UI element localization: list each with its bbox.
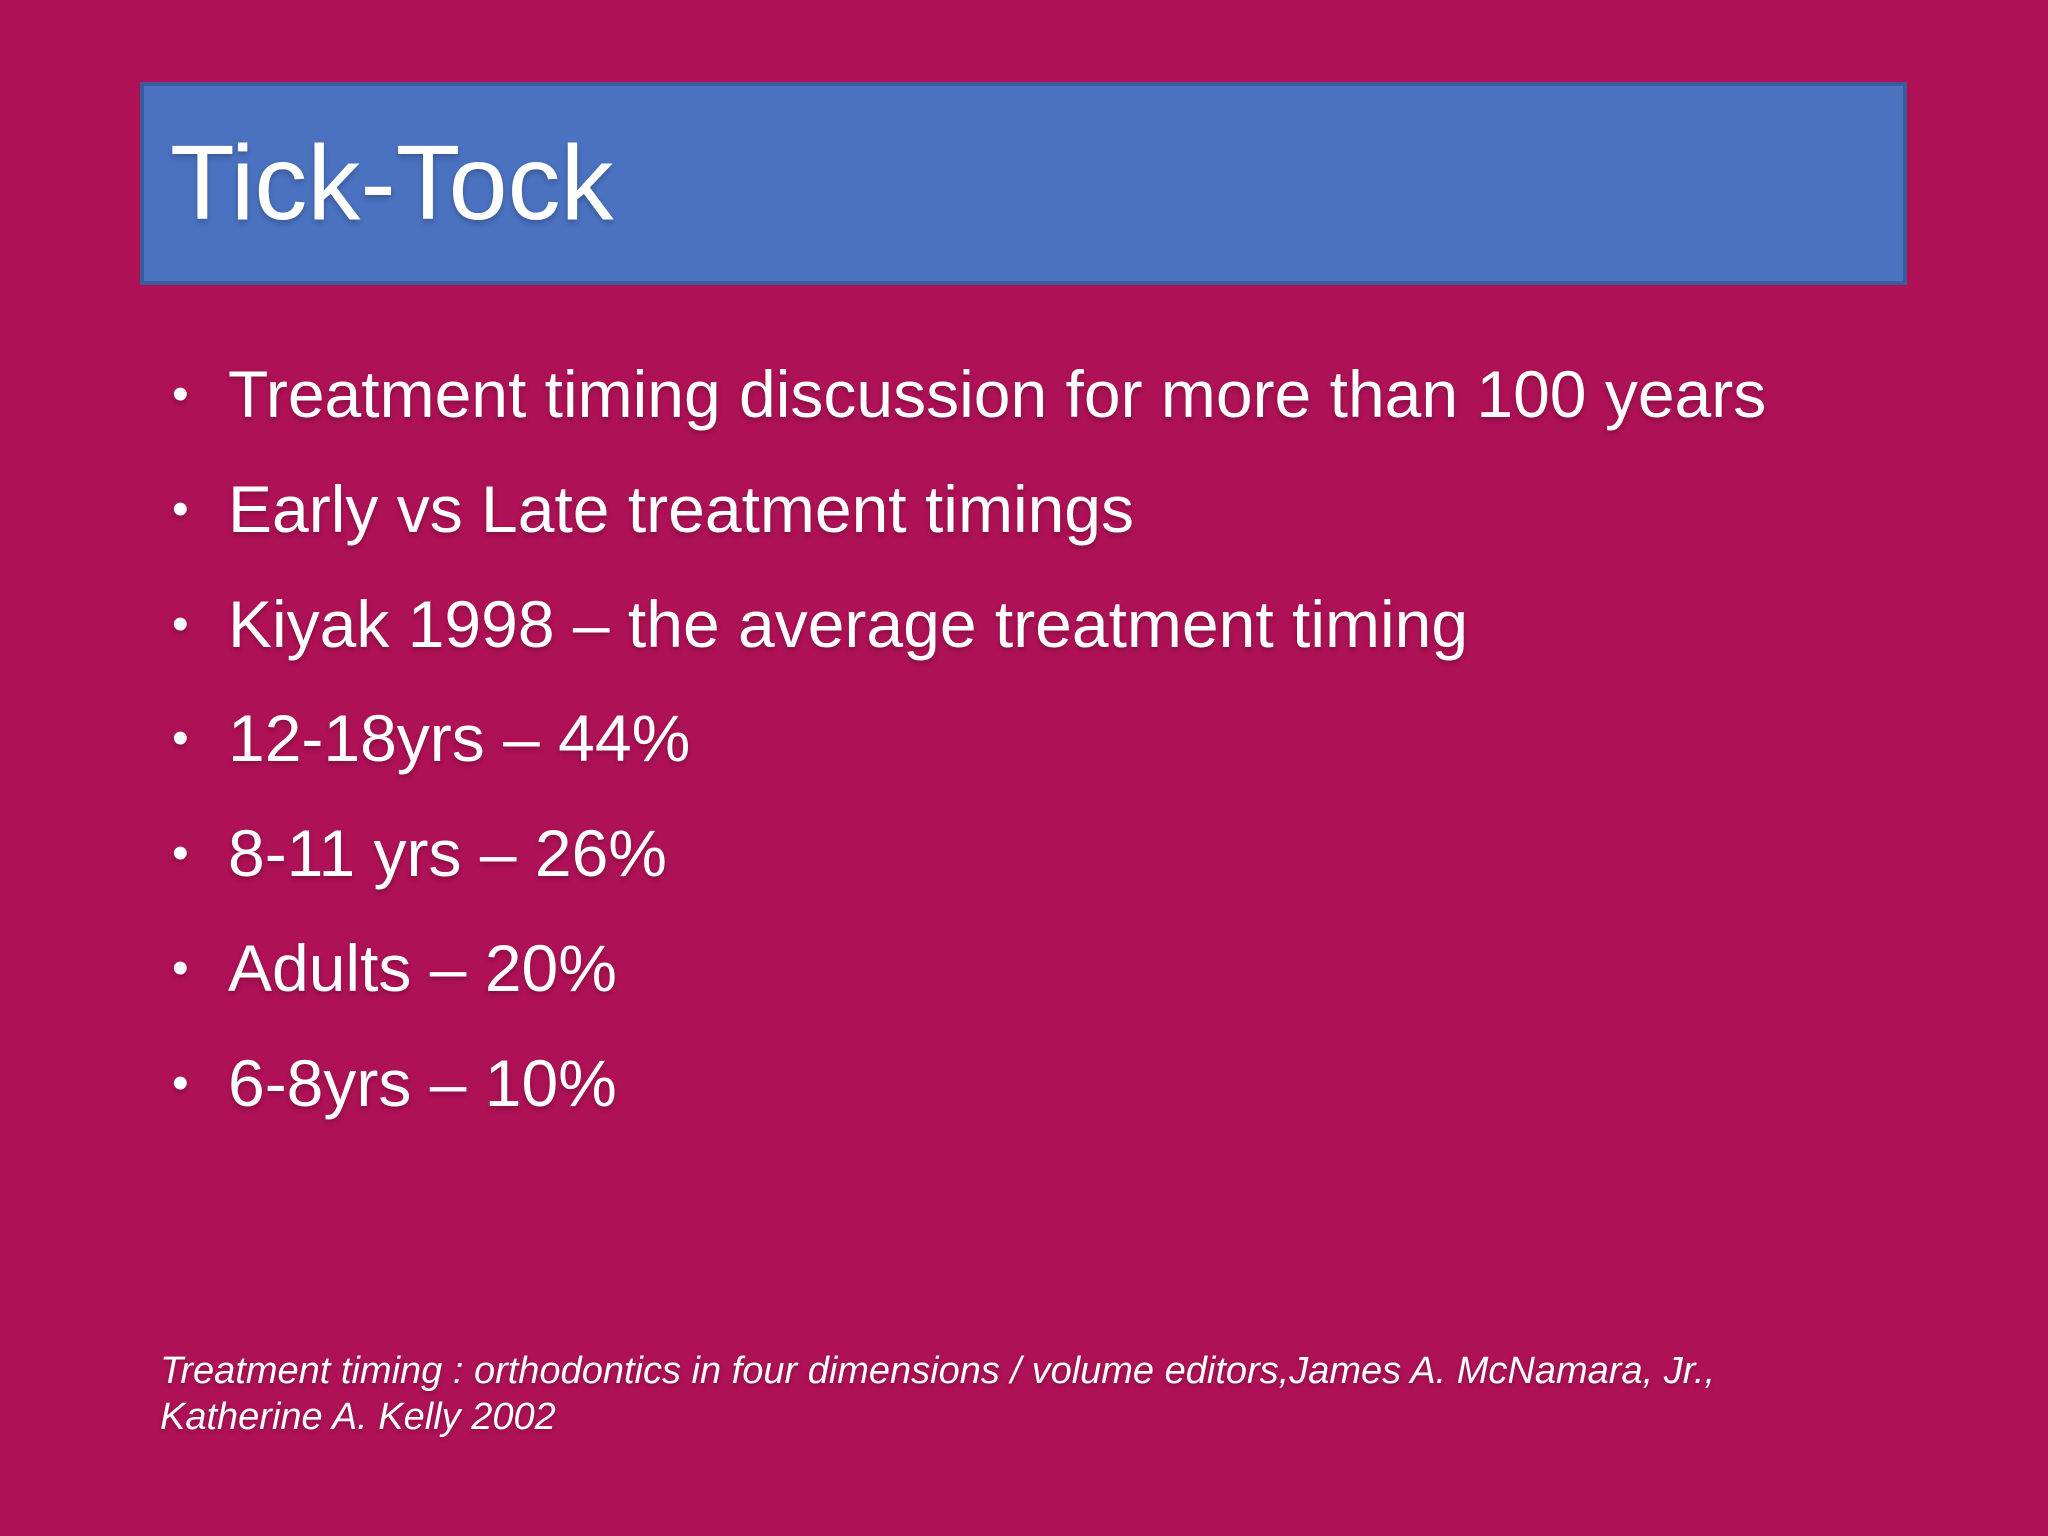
bullet-icon: • bbox=[172, 942, 189, 996]
bullet-list: • Treatment timing discussion for more t… bbox=[172, 352, 1792, 1156]
bullet-text: Adults – 20% bbox=[228, 931, 617, 1006]
bullet-item: • Early vs Late treatment timings bbox=[172, 467, 1792, 553]
bullet-item: • 12-18yrs – 44% bbox=[172, 696, 1792, 782]
bullet-item: • Kiyak 1998 – the average treatment tim… bbox=[172, 582, 1792, 668]
bullet-text: 12-18yrs – 44% bbox=[228, 701, 691, 776]
bullet-text: Early vs Late treatment timings bbox=[228, 471, 1135, 546]
title-bar: Tick-Tock bbox=[140, 82, 1907, 285]
bullet-icon: • bbox=[172, 827, 189, 881]
bullet-icon: • bbox=[172, 597, 189, 651]
bullet-text: 6-8yrs – 10% bbox=[228, 1045, 617, 1120]
bullet-text: Kiyak 1998 – the average treatment timin… bbox=[228, 586, 1469, 661]
citation: Treatment timing : orthodontics in four … bbox=[160, 1350, 1716, 1439]
bullet-text: 8-11 yrs – 26% bbox=[228, 816, 667, 891]
bullet-item: • 6-8yrs – 10% bbox=[172, 1041, 1792, 1127]
bullet-icon: • bbox=[172, 368, 189, 421]
bullet-icon: • bbox=[172, 1056, 189, 1110]
bullet-icon: • bbox=[172, 712, 189, 766]
slide-title: Tick-Tock bbox=[170, 124, 614, 242]
bullet-item: • Adults – 20% bbox=[172, 926, 1792, 1012]
bullet-icon: • bbox=[172, 482, 189, 536]
bullet-text: Treatment timing discussion for more tha… bbox=[228, 357, 1767, 431]
bullet-item: • Treatment timing discussion for more t… bbox=[172, 352, 1792, 438]
bullet-item: • 8-11 yrs – 26% bbox=[172, 811, 1792, 897]
